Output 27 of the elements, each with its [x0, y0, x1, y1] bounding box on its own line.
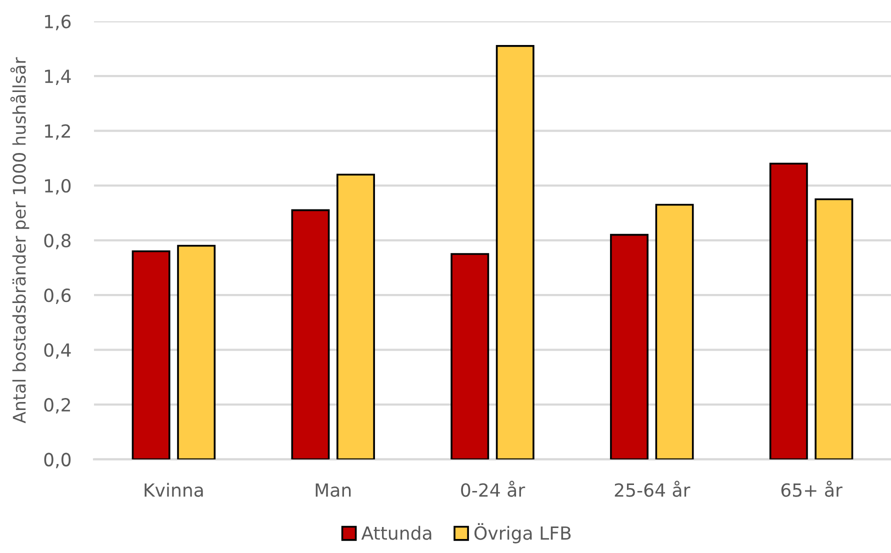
x-tick-label: Kvinna: [144, 482, 203, 497]
bar: [336, 174, 375, 460]
x-tick-label: 65+ år: [781, 480, 842, 497]
bar: [177, 244, 216, 460]
y-tick-label: 1,2: [45, 124, 70, 140]
x-tick-label: Man: [316, 483, 351, 497]
y-tick-label: 0,6: [44, 288, 71, 304]
bar: [655, 204, 694, 460]
bar: [450, 253, 490, 460]
y-axis-title: Antal bostadsbränder per 1000 hushållsår: [10, 57, 30, 424]
bar: [132, 250, 170, 460]
y-tick-label: 1,6: [45, 14, 71, 30]
x-tick-label: 0-24 år: [461, 480, 526, 497]
y-tick-label: 0,2: [44, 398, 70, 414]
bar: [769, 162, 808, 460]
legend-label: Övriga LFB: [474, 523, 571, 544]
y-tick-label: 0,4: [44, 343, 71, 359]
x-tick-label: 25-64 år: [614, 480, 690, 497]
y-tick-label: 0,8: [44, 234, 71, 250]
bar: [610, 234, 648, 460]
legend-label: Attunda: [361, 526, 432, 540]
y-tick-label: 1,0: [45, 179, 71, 195]
y-tick-label: 1,4: [45, 70, 71, 86]
bar: [496, 45, 534, 460]
bar: [814, 198, 854, 460]
y-tick-label: 0,0: [44, 452, 71, 468]
bar: [291, 209, 330, 460]
